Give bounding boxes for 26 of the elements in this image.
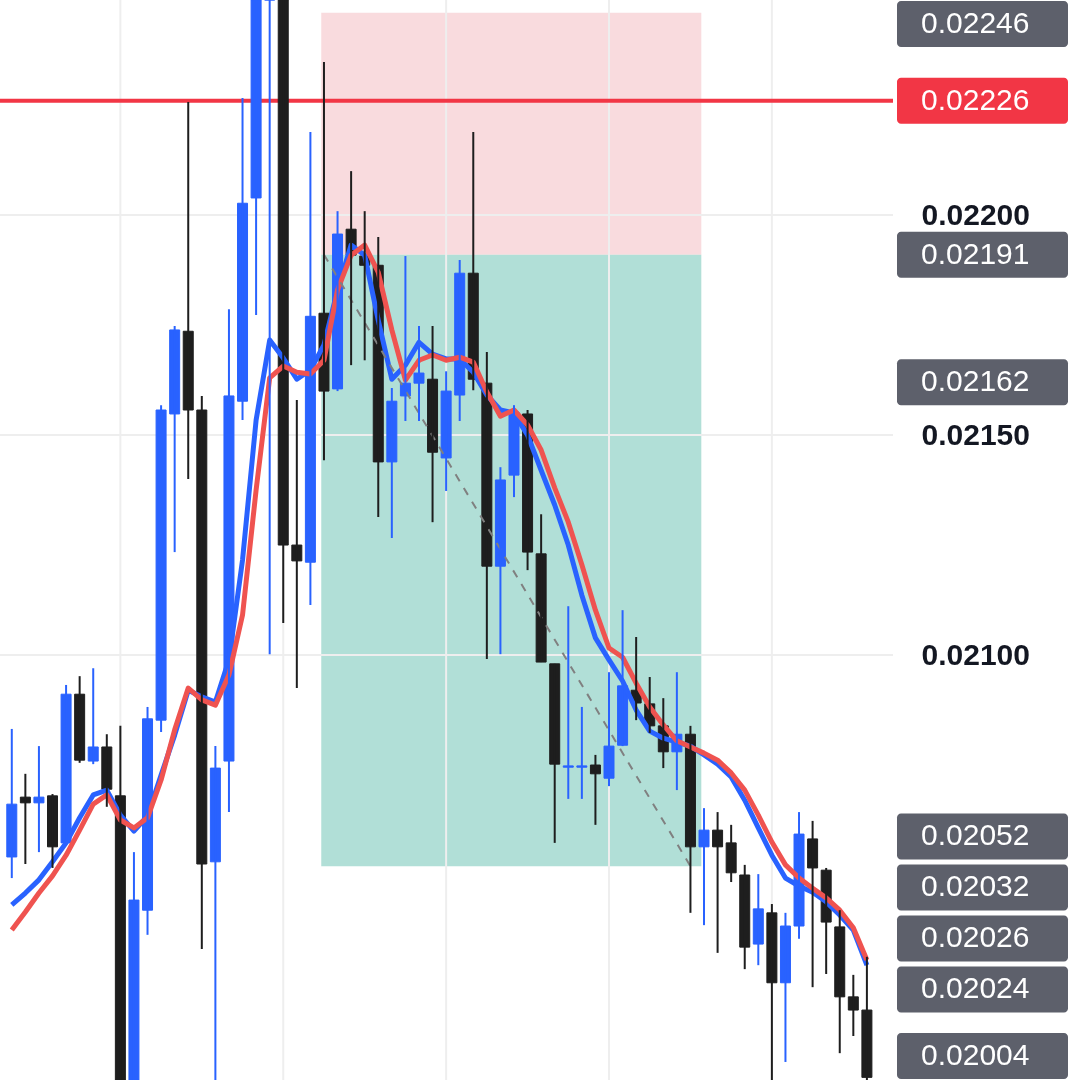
candlestick (19, 772, 31, 865)
candlestick (535, 513, 547, 664)
candlestick (861, 955, 873, 1080)
candlestick (155, 404, 167, 734)
text: 0.02032 (921, 869, 1030, 903)
text: 0.02004 (921, 1038, 1030, 1071)
candlestick (413, 324, 425, 422)
text: 0.02052 (921, 818, 1030, 852)
candlestick (603, 671, 615, 788)
text: 0.02162 (921, 364, 1030, 398)
candlestick (440, 370, 452, 492)
y-tick-label: 0.02150 (921, 417, 1030, 451)
candlestick (33, 745, 45, 854)
candlestick (576, 705, 588, 800)
candlestick (698, 807, 710, 927)
y-tick-label: 0.02200 (921, 197, 1030, 231)
text: 0.02246 (921, 6, 1030, 39)
candlestick (250, 0, 262, 316)
candlestick (128, 851, 140, 1080)
ref-line-label: 0.02226 (921, 82, 1030, 116)
text: 0.02191 (921, 236, 1030, 270)
candlestick (766, 903, 778, 1080)
text: 0.02024 (921, 971, 1030, 1005)
candlestick (562, 605, 574, 800)
text: 0.02026 (921, 920, 1030, 954)
y-tick-label: 0.02100 (921, 637, 1030, 671)
